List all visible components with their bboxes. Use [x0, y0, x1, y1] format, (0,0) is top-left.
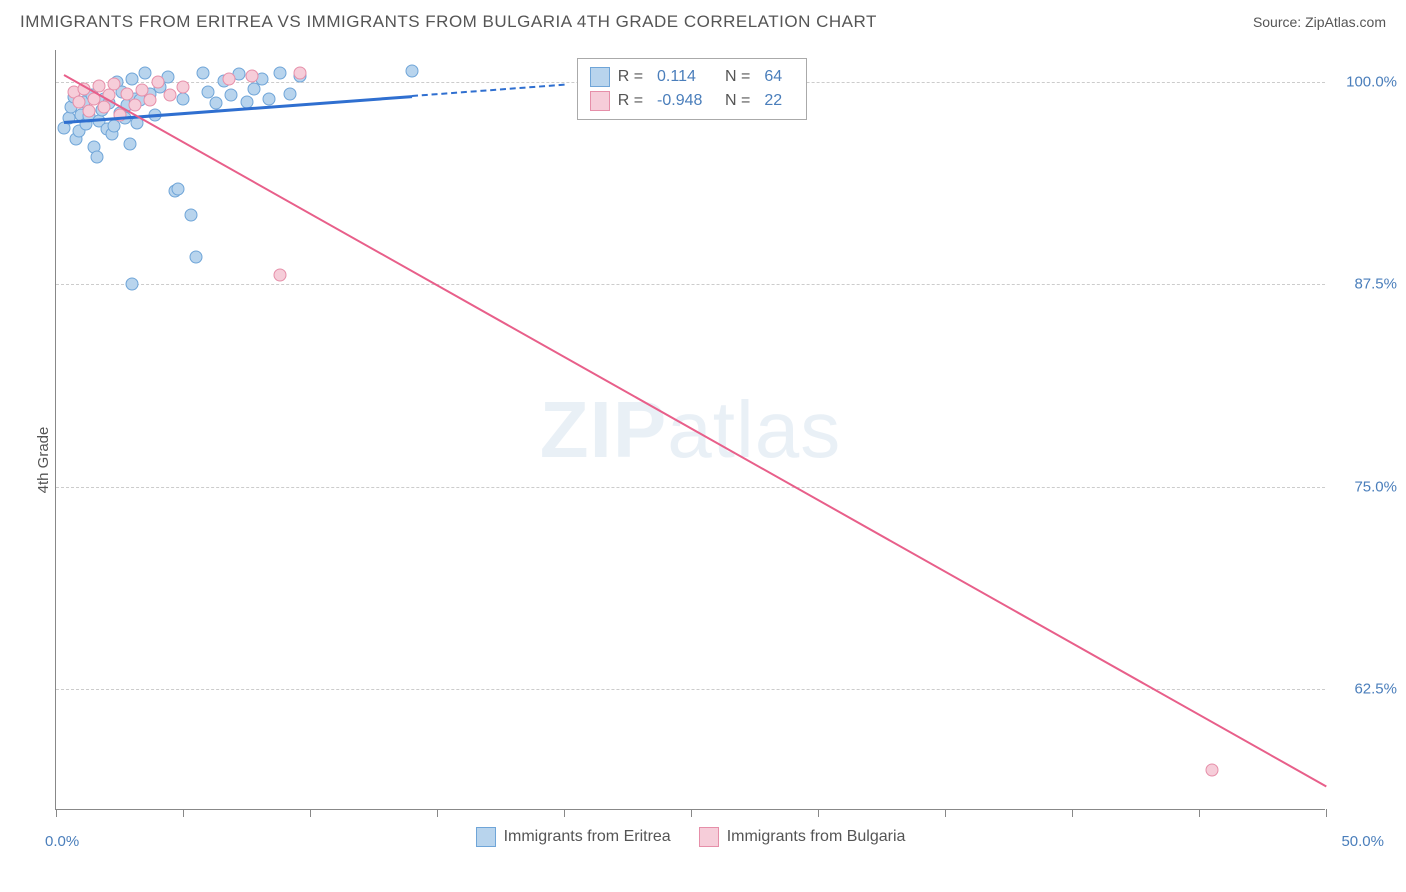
gridline-h	[56, 487, 1325, 488]
trend-line	[412, 84, 565, 97]
x-tick-mark	[564, 809, 565, 817]
data-point	[177, 92, 190, 105]
data-point	[126, 278, 139, 291]
chart-source: Source: ZipAtlas.com	[1253, 14, 1386, 30]
data-point	[1205, 763, 1218, 776]
data-point	[405, 65, 418, 78]
data-point	[197, 66, 210, 79]
stats-legend: R = 0.114 N = 64 R = -0.948 N = 22	[577, 58, 808, 120]
chart-title: IMMIGRANTS FROM ERITREA VS IMMIGRANTS FR…	[20, 12, 877, 32]
data-point	[177, 81, 190, 94]
x-tick-mark	[1199, 809, 1200, 817]
data-point	[98, 100, 111, 113]
data-point	[273, 268, 286, 281]
y-axis-label: 4th Grade	[35, 427, 52, 494]
stat-r-value: -0.948	[657, 92, 717, 110]
data-point	[164, 89, 177, 102]
x-tick-mark	[691, 809, 692, 817]
data-point	[108, 77, 121, 90]
stats-swatch	[590, 67, 610, 87]
chart-header: IMMIGRANTS FROM ERITREA VS IMMIGRANTS FR…	[0, 0, 1406, 40]
x-tick-mark	[183, 809, 184, 817]
x-tick-mark	[1072, 809, 1073, 817]
y-tick-label: 75.0%	[1354, 478, 1397, 495]
stat-n-label: N =	[725, 68, 750, 86]
data-point	[171, 183, 184, 196]
data-point	[263, 92, 276, 105]
x-tick-mark	[1326, 809, 1327, 817]
legend-swatch-eritrea	[476, 827, 496, 847]
legend-item-bulgaria: Immigrants from Bulgaria	[699, 827, 906, 847]
y-tick-label: 62.5%	[1354, 680, 1397, 697]
x-tick-mark	[437, 809, 438, 817]
x-tick-mark	[945, 809, 946, 817]
y-tick-label: 87.5%	[1354, 276, 1397, 293]
data-point	[83, 105, 96, 118]
data-point	[143, 94, 156, 107]
data-point	[283, 87, 296, 100]
data-point	[126, 73, 139, 86]
x-tick-mark	[310, 809, 311, 817]
gridline-h	[56, 284, 1325, 285]
bottom-legend: Immigrants from Eritrea Immigrants from …	[56, 827, 1325, 847]
stat-n-value: 22	[764, 92, 794, 110]
stats-swatch	[590, 91, 610, 111]
x-tick-mark	[818, 809, 819, 817]
data-point	[184, 208, 197, 221]
data-point	[245, 69, 258, 82]
data-point	[293, 66, 306, 79]
legend-item-eritrea: Immigrants from Eritrea	[476, 827, 671, 847]
x-tick-right: 50.0%	[1341, 833, 1384, 850]
trend-line	[63, 74, 1326, 787]
chart-container: 4th Grade ZIPatlas Immigrants from Eritr…	[0, 40, 1406, 880]
stat-r-label: R =	[618, 68, 643, 86]
data-point	[225, 89, 238, 102]
gridline-h	[56, 689, 1325, 690]
legend-swatch-bulgaria	[699, 827, 719, 847]
stat-n-label: N =	[725, 92, 750, 110]
stat-r-value: 0.114	[657, 68, 717, 86]
data-point	[151, 76, 164, 89]
legend-label-eritrea: Immigrants from Eritrea	[504, 828, 671, 846]
legend-label-bulgaria: Immigrants from Bulgaria	[727, 828, 906, 846]
data-point	[222, 73, 235, 86]
data-point	[90, 150, 103, 163]
stat-n-value: 64	[764, 68, 794, 86]
data-point	[138, 66, 151, 79]
y-tick-label: 100.0%	[1346, 74, 1397, 91]
plot-area: ZIPatlas Immigrants from Eritrea Immigra…	[55, 50, 1325, 810]
data-point	[210, 97, 223, 110]
data-point	[128, 98, 141, 111]
stats-legend-row: R = -0.948 N = 22	[590, 89, 795, 113]
x-tick-left: 0.0%	[45, 833, 79, 850]
data-point	[273, 66, 286, 79]
stats-legend-row: R = 0.114 N = 64	[590, 65, 795, 89]
stat-r-label: R =	[618, 92, 643, 110]
data-point	[189, 250, 202, 263]
x-tick-mark	[56, 809, 57, 817]
data-point	[123, 137, 136, 150]
